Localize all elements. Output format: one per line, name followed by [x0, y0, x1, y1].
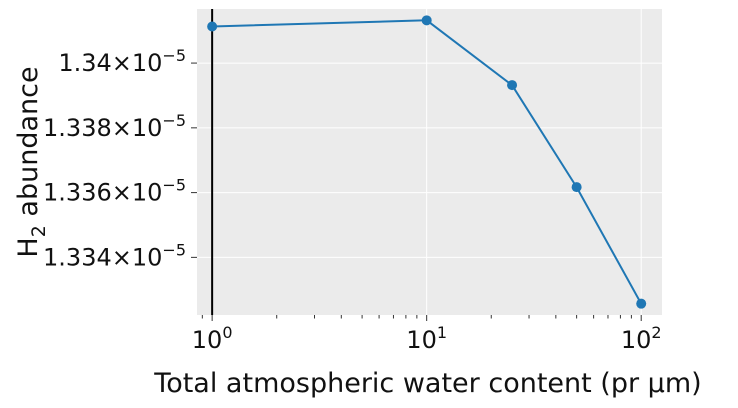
x-tick-label: 102: [621, 323, 662, 354]
y-tick-label: 1.34×10−5: [58, 46, 186, 77]
x-tick-exponent: 0: [222, 323, 232, 342]
y-tick-mantissa: 1.34: [58, 49, 111, 77]
x-tick-base: 10: [406, 326, 437, 354]
y-tick-mantissa: 1.336: [43, 179, 112, 207]
y-tick-mantissa: 1.338: [43, 114, 112, 142]
x-tick-label: 101: [406, 323, 447, 354]
data-point: [507, 80, 518, 91]
x-tick-exponent: 2: [651, 323, 661, 342]
y-tick-base: ×10: [112, 49, 163, 77]
x-tick-base: 10: [192, 326, 223, 354]
y-axis-label-rest: abundance: [13, 66, 44, 225]
y-axis-label-main: H: [13, 237, 44, 257]
y-tick-exponent: −5: [162, 240, 186, 259]
y-axis: 1.334×10−51.336×10−51.338×10−51.34×10−5: [43, 46, 197, 271]
y-tick-exponent: −5: [162, 46, 186, 65]
y-tick-exponent: −5: [162, 176, 186, 195]
y-tick-base: ×10: [112, 243, 163, 271]
x-axis-label: Total atmospheric water content (pr μm): [153, 368, 701, 399]
y-tick-label: 1.336×10−5: [43, 176, 186, 207]
series-layer: [207, 15, 647, 309]
x-tick-exponent: 1: [437, 323, 447, 342]
data-point: [207, 21, 218, 32]
x-tick-base: 10: [621, 326, 652, 354]
data-point: [636, 298, 647, 309]
y-tick-exponent: −5: [162, 111, 186, 130]
data-point: [421, 15, 432, 26]
x-tick-label: 100: [192, 323, 233, 354]
grid: [197, 9, 662, 315]
data-point: [571, 182, 582, 193]
x-axis: 100 101 102: [192, 315, 662, 354]
y-tick-label: 1.338×10−5: [43, 111, 186, 142]
y-tick-label: 1.334×10−5: [43, 240, 186, 271]
y-tick-mantissa: 1.334: [43, 243, 112, 271]
y-axis-label-subscript: 2: [28, 225, 50, 237]
y-tick-base: ×10: [112, 179, 163, 207]
y-axis-label: H2 abundance: [13, 66, 50, 257]
plot-area: [197, 9, 662, 315]
y-tick-base: ×10: [112, 114, 163, 142]
